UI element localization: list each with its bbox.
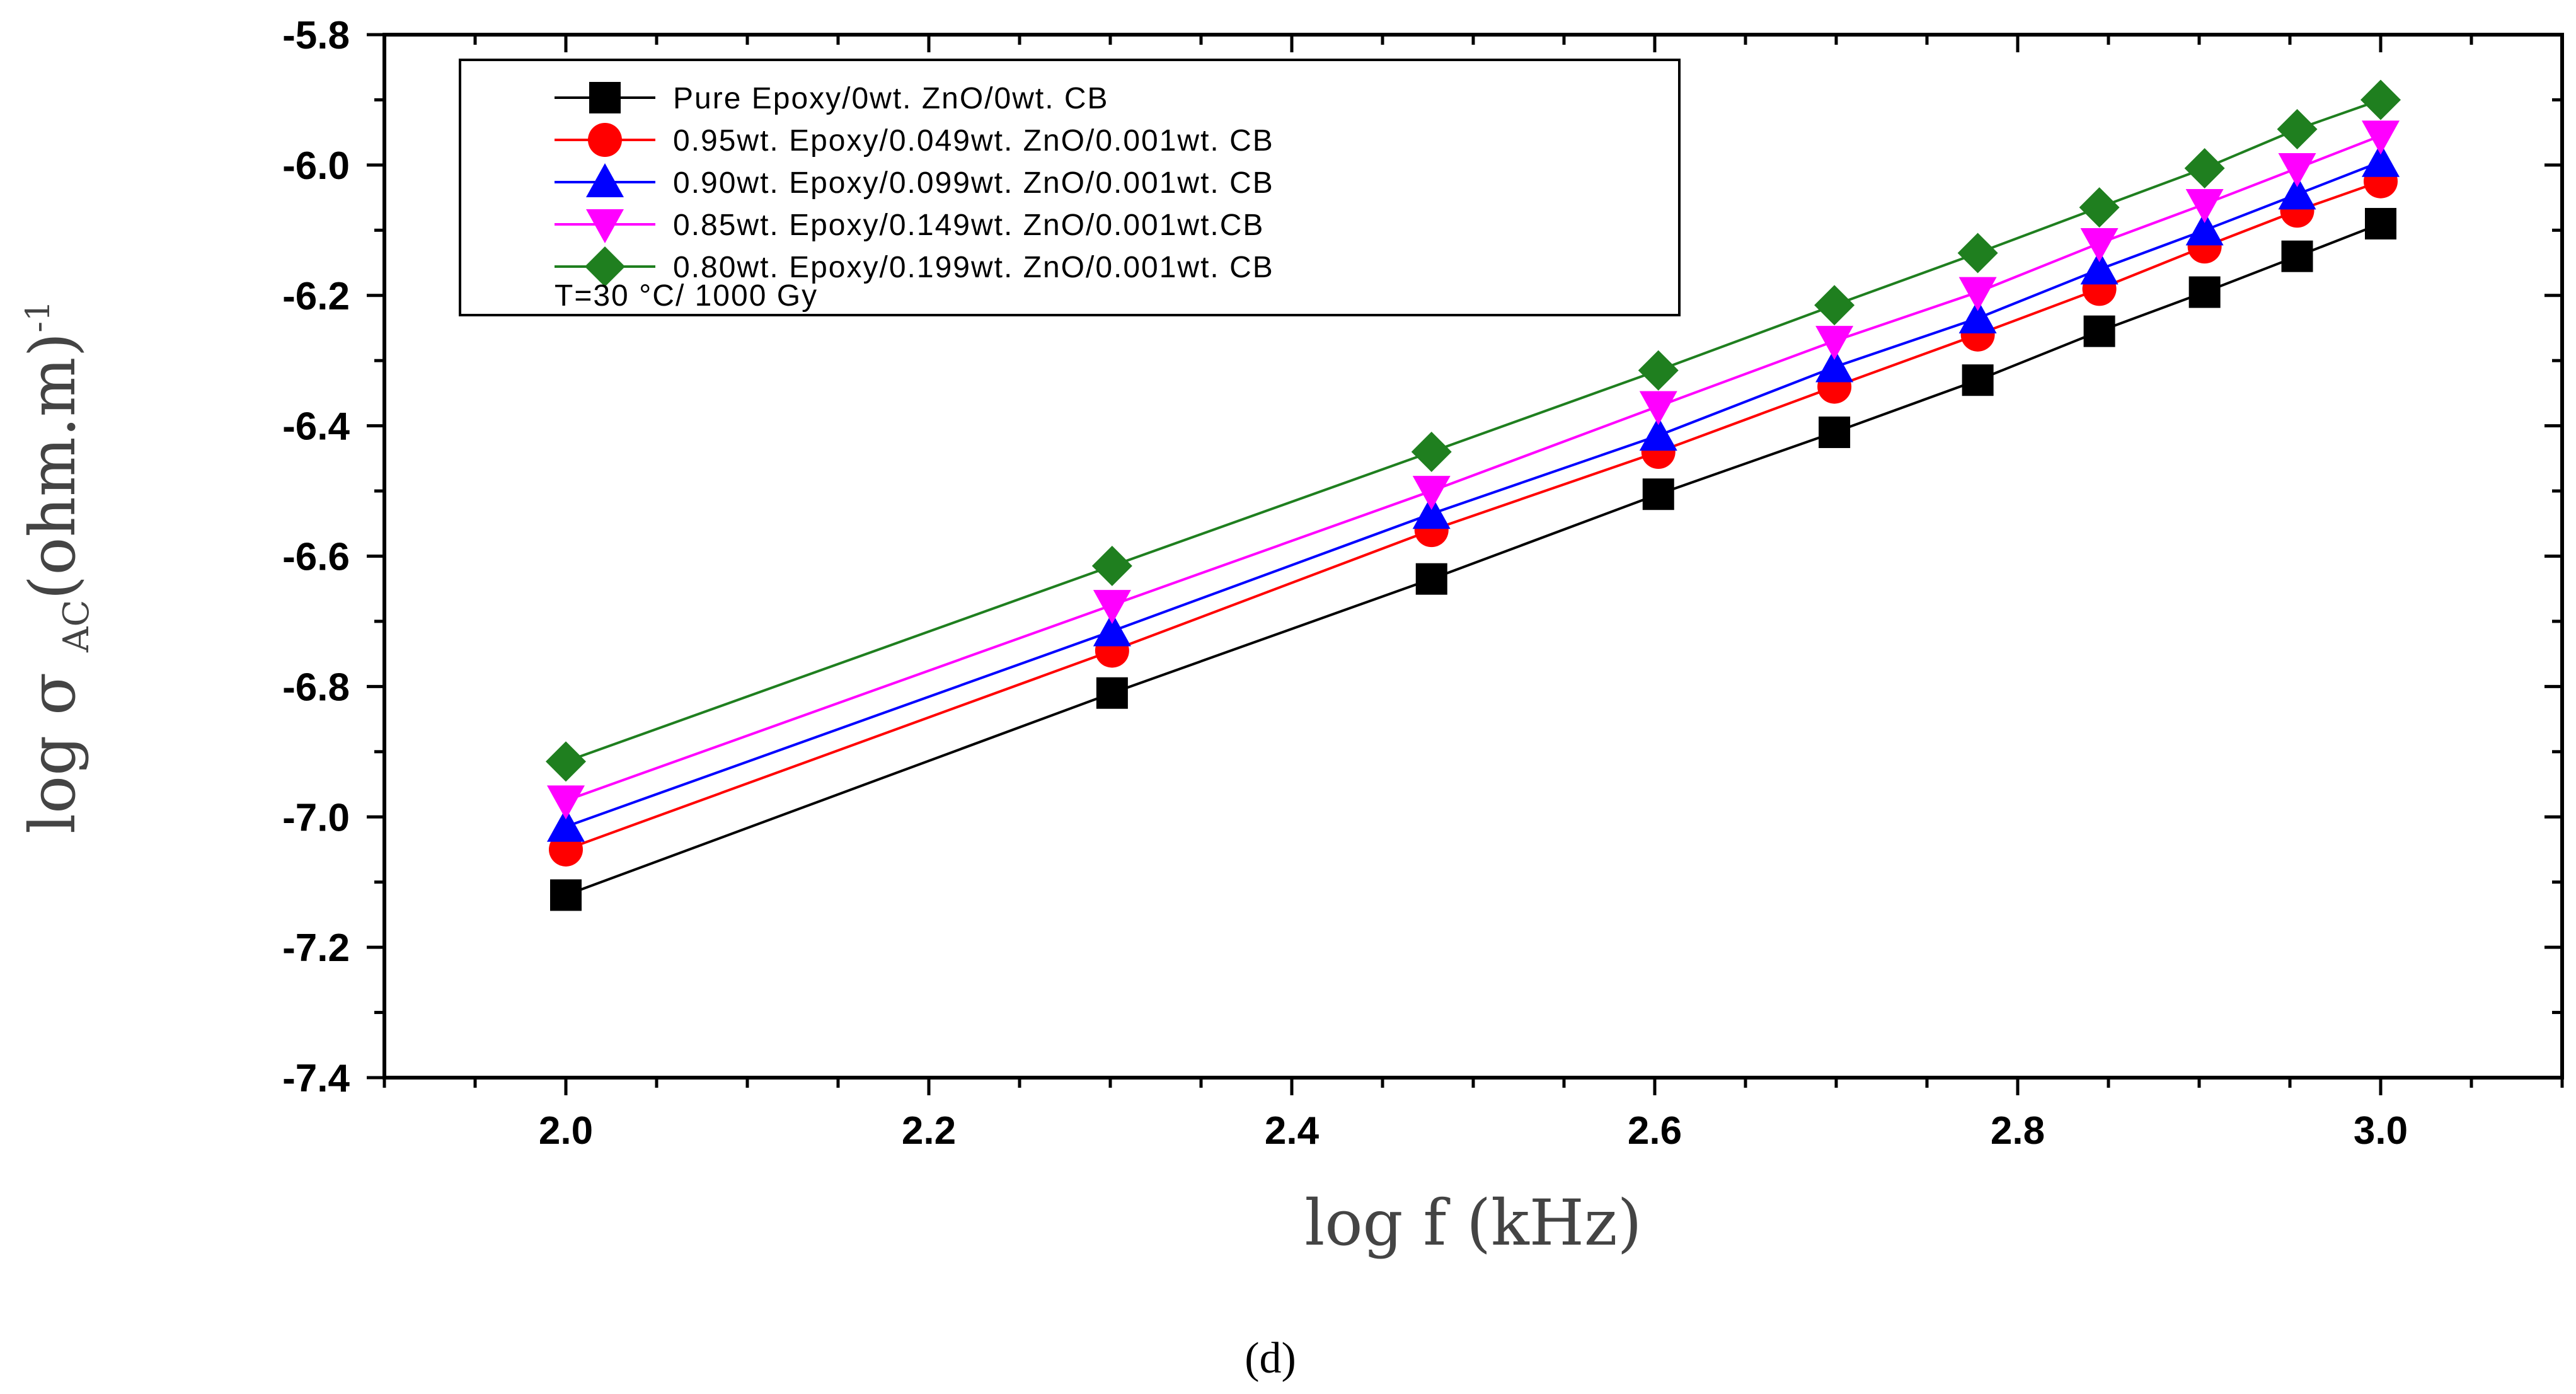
data-point-4 bbox=[1412, 476, 1451, 510]
data-point-4 bbox=[1958, 277, 1997, 311]
data-point-3 bbox=[547, 807, 585, 842]
data-point-1 bbox=[2083, 315, 2115, 347]
data-point-3 bbox=[2185, 211, 2224, 246]
series-line-1 bbox=[565, 222, 2381, 897]
data-point-5 bbox=[2360, 79, 2401, 120]
legend-entry: 0.85wt. Epoxy/0.149wt. ZnO/0.001wt.CB bbox=[673, 209, 1264, 242]
y-tick-label: -5.8 bbox=[282, 14, 350, 57]
data-point-5 bbox=[546, 741, 586, 782]
legend-marker bbox=[589, 82, 621, 113]
series-line-4 bbox=[565, 134, 2381, 802]
data-point-5 bbox=[2184, 148, 2225, 189]
series-line-2 bbox=[565, 180, 2381, 851]
x-axis-title: log f (kHz) bbox=[1304, 1186, 1642, 1260]
y-axis-title: log σ AC(ohm.m)-1 bbox=[16, 301, 97, 834]
data-point-1 bbox=[1819, 416, 1851, 448]
legend-entry: 0.90wt. Epoxy/0.099wt. ZnO/0.001wt. CB bbox=[673, 166, 1274, 200]
data-point-5 bbox=[2277, 108, 2318, 149]
data-point-4 bbox=[1093, 590, 1131, 625]
y-tick-label: -6.8 bbox=[282, 665, 350, 709]
legend-annotation: T=30 °C/ 1000 Gy bbox=[555, 279, 818, 313]
data-point-1 bbox=[1962, 364, 1994, 396]
y-tick-label: -7.4 bbox=[282, 1057, 350, 1100]
figure-caption: (d) bbox=[1245, 1334, 1296, 1383]
series-layer bbox=[546, 79, 2401, 911]
x-tick-label: 2.4 bbox=[1265, 1109, 1320, 1153]
data-point-4 bbox=[1815, 326, 1854, 360]
x-tick-label: 3.0 bbox=[2354, 1109, 2408, 1153]
data-point-3 bbox=[1639, 417, 1677, 451]
data-point-3 bbox=[1412, 495, 1451, 529]
legend-entry: 0.80wt. Epoxy/0.199wt. ZnO/0.001wt. CB bbox=[673, 251, 1274, 284]
data-point-4 bbox=[2362, 120, 2400, 155]
legend-marker bbox=[586, 163, 624, 197]
legend-marker bbox=[588, 123, 622, 157]
y-tick-label: -6.2 bbox=[282, 275, 350, 318]
data-point-3 bbox=[1958, 299, 1997, 333]
legend-box bbox=[459, 59, 1681, 316]
data-point-5 bbox=[1957, 233, 1998, 274]
data-point-3 bbox=[2080, 250, 2119, 285]
data-point-3 bbox=[1093, 612, 1131, 647]
x-tick-label: 2.8 bbox=[1991, 1109, 2045, 1153]
data-point-1 bbox=[2281, 240, 2313, 272]
data-point-5 bbox=[1638, 350, 1679, 391]
y-tick-label: -6.0 bbox=[282, 144, 350, 188]
legend-entry: Pure Epoxy/0wt. ZnO/0wt. CB bbox=[673, 82, 1109, 115]
series-line-3 bbox=[565, 160, 2381, 828]
y-tick-label: -7.0 bbox=[282, 796, 350, 839]
legend-marker bbox=[586, 209, 624, 243]
data-point-4 bbox=[2278, 153, 2316, 188]
x-tick-label: 2.2 bbox=[902, 1109, 956, 1153]
y-tick-label: -7.2 bbox=[282, 926, 350, 970]
data-point-5 bbox=[1814, 285, 1855, 326]
data-point-4 bbox=[2080, 228, 2119, 262]
data-point-1 bbox=[1096, 677, 1128, 709]
data-point-1 bbox=[1415, 563, 1447, 595]
data-point-5 bbox=[2079, 187, 2120, 228]
legend-entry: 0.95wt. Epoxy/0.049wt. ZnO/0.001wt. CB bbox=[673, 124, 1274, 158]
y-tick-label: -6.4 bbox=[282, 405, 350, 449]
data-point-4 bbox=[547, 785, 585, 820]
data-point-1 bbox=[2188, 276, 2221, 308]
data-point-1 bbox=[550, 879, 582, 911]
data-point-1 bbox=[1642, 478, 1674, 510]
legend: Pure Epoxy/0wt. ZnO/0wt. CB 0.95wt. Epoxy… bbox=[459, 59, 1681, 316]
legend-marker bbox=[585, 246, 625, 287]
axes: 2.0 2.2 2.4 2.6 2.8 3.0 -5.8 -6.0 -6.2 -6.4 -6.6 -6… bbox=[16, 14, 2564, 1260]
data-point-3 bbox=[2362, 142, 2400, 177]
data-point-5 bbox=[1091, 546, 1132, 587]
data-point-5 bbox=[1411, 432, 1452, 472]
data-point-4 bbox=[1639, 391, 1677, 425]
series-line-5 bbox=[565, 98, 2381, 763]
data-point-3 bbox=[2278, 175, 2316, 210]
x-tick-label: 2.6 bbox=[1628, 1109, 1682, 1153]
data-point-4 bbox=[2185, 188, 2224, 223]
data-point-1 bbox=[2365, 207, 2396, 239]
data-point-3 bbox=[1815, 348, 1854, 383]
y-tick-label: -6.6 bbox=[282, 536, 350, 579]
x-tick-label: 2.0 bbox=[539, 1109, 593, 1153]
